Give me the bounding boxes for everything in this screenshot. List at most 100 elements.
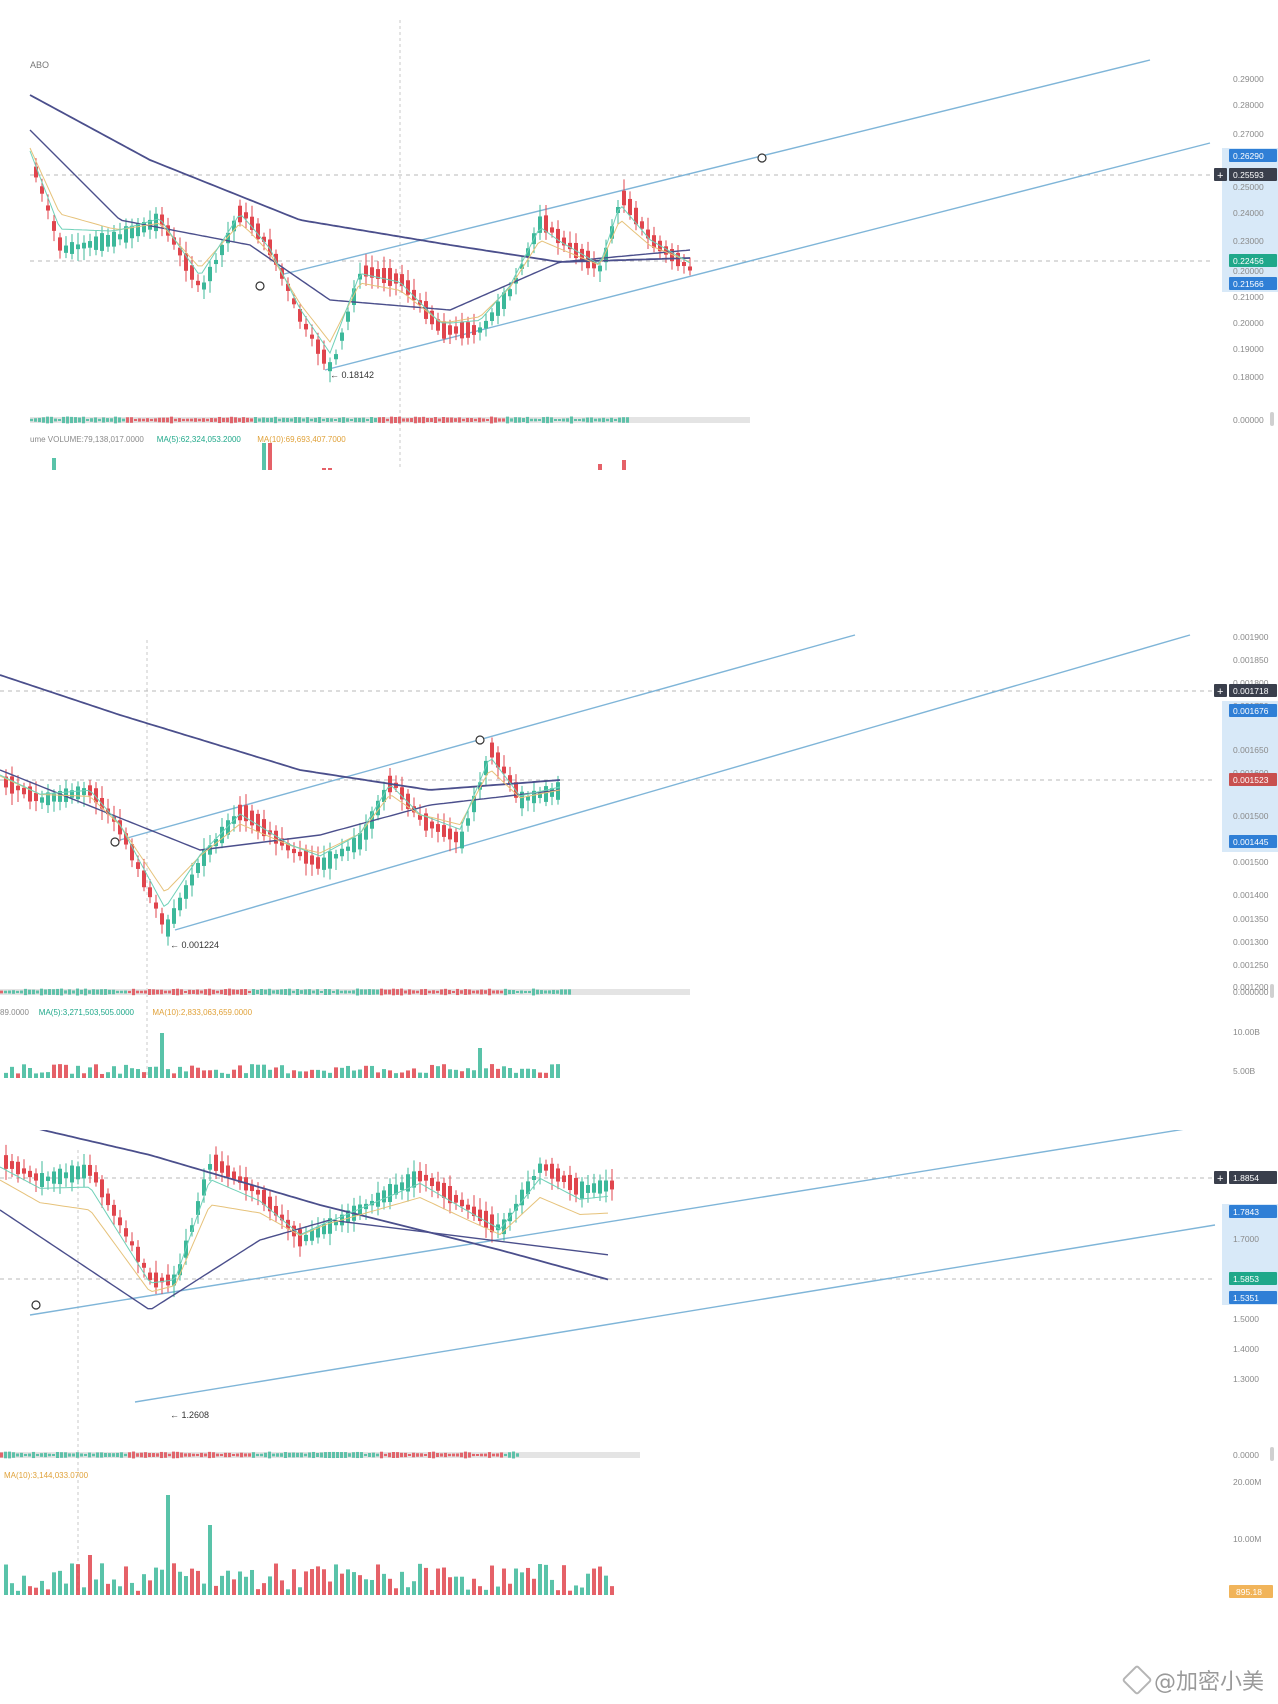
price-label: 1.8854 (1233, 1173, 1259, 1183)
oscillator-bar (548, 990, 551, 994)
candle (112, 231, 116, 247)
volume-bar (352, 1572, 356, 1595)
oscillator-bar (220, 989, 223, 995)
candle (352, 288, 356, 306)
oscillator-bar (74, 417, 77, 423)
oscillator-bar (56, 988, 59, 996)
oscillator-bar (546, 416, 549, 424)
candle (688, 266, 692, 271)
price-chart-3[interactable]: ← 1.2608 1.7000 1.5000 1.4000 1.3000 1.8854 +1… (0, 1130, 1278, 1650)
oscillator-bar (64, 1452, 67, 1458)
oscillator-bar (288, 1452, 291, 1458)
chart-panel-2[interactable]: ← 0.001224 0.001900 0.001850 0.0018000.0017… (0, 620, 1278, 1090)
candle (328, 1218, 332, 1234)
candle (598, 265, 602, 272)
oscillator-bar (566, 418, 569, 422)
oscillator-bar (8, 1451, 11, 1459)
oscillator-bar (8, 990, 11, 994)
oscillator-bar (266, 417, 269, 423)
oscillator-bar (316, 1453, 319, 1457)
oscillator-bar (432, 1451, 435, 1459)
candle (610, 1180, 614, 1190)
oscillator-bar (4, 990, 7, 994)
volume-bar (436, 1066, 440, 1078)
oscillator-bar (354, 417, 357, 423)
oscillator-bar (246, 417, 249, 423)
oscillator-bar (128, 990, 131, 994)
oscillator-bar (372, 1452, 375, 1458)
candle (622, 190, 626, 206)
candle (346, 1210, 350, 1223)
candle (76, 1166, 80, 1180)
volume-bar (472, 1070, 476, 1078)
low-price-label: ← 1.2608 (170, 1410, 209, 1420)
oscillator-bar (252, 989, 255, 995)
candle (520, 1189, 524, 1206)
price-axis-tick: 0.001300 (1233, 937, 1269, 947)
oscillator-bar (574, 418, 577, 422)
volume-legend: 89.0000 (0, 1008, 29, 1017)
oscillator-bar (390, 416, 393, 424)
oscillator-bar (352, 990, 355, 994)
oscillator-bar (382, 417, 385, 423)
candle (502, 292, 506, 309)
price-axis-tick: 0.001200 (1233, 982, 1269, 992)
volume-bar (82, 1587, 86, 1595)
volume-bar (208, 1070, 212, 1078)
oscillator-tick: 0.00000 (1233, 415, 1264, 425)
oscillator-bar (458, 417, 461, 423)
ma-long-line (39, 1130, 609, 1281)
oscillator-bar (346, 418, 349, 422)
price-axis-tick: 0.21000 (1233, 292, 1264, 302)
oscillator-bar (362, 417, 365, 423)
price-chart-1[interactable]: ABO ← 0.18142 0.29000 0.28000 0.27000 0.25000… (0, 0, 1278, 470)
candle (406, 1174, 410, 1192)
oscillator-bar (168, 1453, 171, 1457)
volume-bar (322, 1070, 326, 1078)
chart-panel-3[interactable]: ← 1.2608 1.7000 1.5000 1.4000 1.3000 1.8854 +1… (0, 1130, 1278, 1650)
oscillator-bar (318, 417, 321, 423)
oscillator-bar (320, 990, 323, 994)
volume-bar (184, 1576, 188, 1595)
candle (166, 919, 170, 937)
candle (424, 301, 428, 319)
oscillator-bar (530, 418, 533, 422)
candle (448, 325, 452, 335)
oscillator-bar (232, 1453, 235, 1457)
oscillator-bar (452, 990, 455, 994)
volume-bar (550, 1579, 554, 1595)
oscillator-bar (488, 988, 491, 996)
candle (82, 1164, 86, 1179)
oscillator-bar (158, 417, 161, 423)
oscillator-bar (420, 1453, 423, 1457)
volume-bar (268, 1576, 272, 1595)
candle (316, 1226, 320, 1238)
volume-bar (466, 1589, 470, 1595)
candle (100, 233, 104, 251)
volume-bar (112, 1066, 116, 1078)
candle (46, 792, 50, 806)
candle (298, 308, 302, 322)
chart-panel-1[interactable]: ABO ← 0.18142 0.29000 0.28000 0.27000 0.25000… (0, 0, 1278, 470)
oscillator-bar (228, 1452, 231, 1458)
price-axis-tick: 0.29000 (1233, 74, 1264, 84)
oscillator-bar (352, 1452, 355, 1458)
oscillator-bar (320, 1452, 323, 1458)
price-chart-2[interactable]: ← 0.001224 0.001900 0.001850 0.0018000.0017… (0, 620, 1278, 1090)
candle (484, 760, 488, 776)
candle (34, 792, 38, 802)
candle (400, 1182, 404, 1191)
candle (232, 1171, 236, 1180)
oscillator-bar (296, 1452, 299, 1458)
price-label-box (1229, 1291, 1277, 1304)
candle (418, 1170, 422, 1182)
price-label: 1.5853 (1233, 1274, 1259, 1284)
oscillator-bar (106, 418, 109, 422)
oscillator-bar (380, 988, 383, 996)
candle (562, 237, 566, 246)
oscillator-bar (480, 1453, 483, 1457)
oscillator-bar (364, 989, 367, 995)
oscillator-bar (286, 417, 289, 423)
candle (412, 289, 416, 301)
oscillator-bar (508, 1452, 511, 1458)
